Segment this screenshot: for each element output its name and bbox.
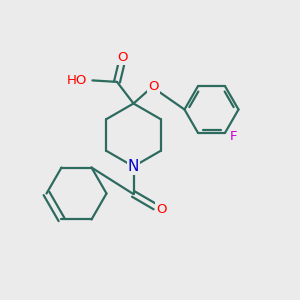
Text: F: F bbox=[230, 130, 237, 143]
Text: O: O bbox=[148, 80, 159, 94]
Text: HO: HO bbox=[67, 74, 87, 87]
Text: O: O bbox=[117, 51, 128, 64]
Text: O: O bbox=[156, 203, 166, 216]
Text: N: N bbox=[128, 159, 139, 174]
